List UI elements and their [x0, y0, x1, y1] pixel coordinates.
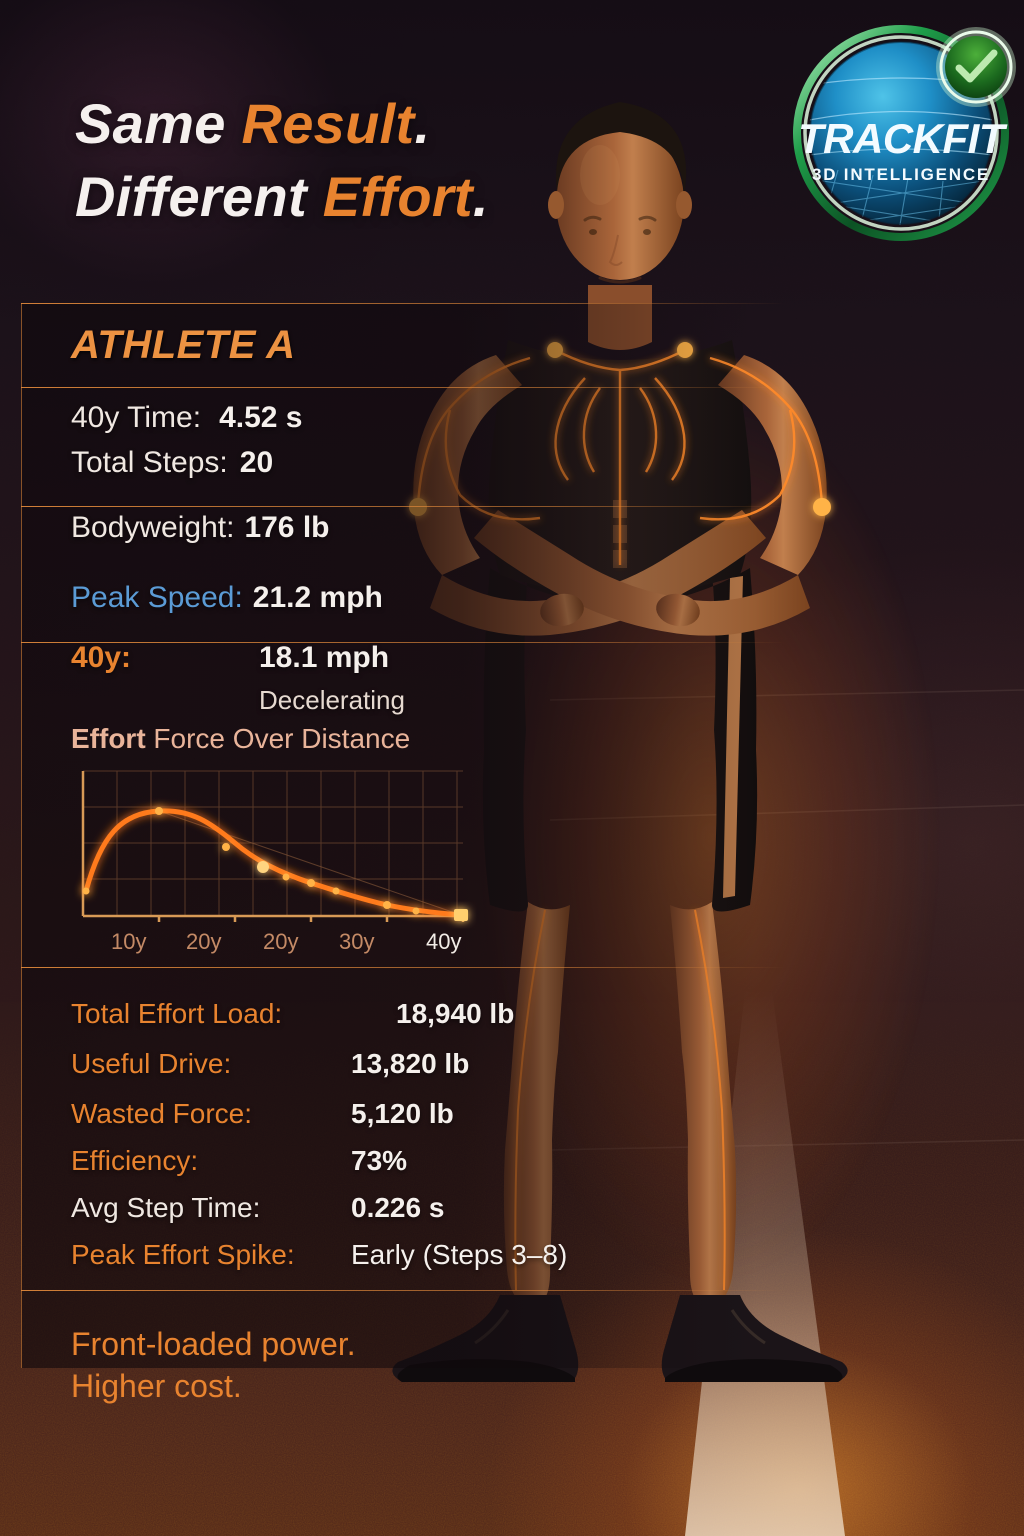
svg-text:20y: 20y [263, 929, 298, 954]
svg-text:10y: 10y [111, 929, 146, 954]
svg-text:40y: 40y [426, 929, 461, 954]
svg-text:30y: 30y [339, 929, 374, 954]
svg-text:20y: 20y [186, 929, 221, 954]
